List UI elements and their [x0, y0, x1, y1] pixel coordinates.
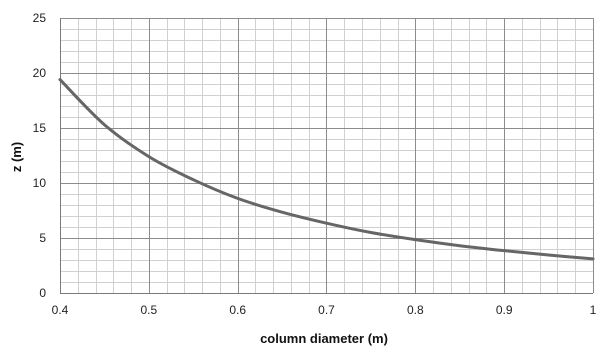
x-tick-label: 0.9 [496, 303, 513, 317]
y-axis-title: z (m) [9, 142, 24, 172]
x-tick-label: 0.7 [318, 303, 335, 317]
x-tick-labels: 0.4 0.5 0.6 0.7 0.8 0.9 1 [52, 303, 597, 317]
y-tick-label: 5 [39, 231, 46, 245]
x-axis-title: column diameter (m) [260, 331, 388, 346]
plot-frame [60, 18, 593, 294]
y-tick-label: 25 [33, 11, 47, 25]
x-tick-label: 0.6 [229, 303, 246, 317]
y-tick-label: 20 [33, 66, 47, 80]
y-tick-label: 15 [33, 121, 47, 135]
x-tick-label: 0.8 [407, 303, 424, 317]
x-tick-label: 0.5 [140, 303, 157, 317]
series-layer [58, 78, 595, 261]
series-line [58, 78, 595, 261]
x-tick-label: 1 [590, 303, 597, 317]
y-tick-label: 10 [33, 176, 47, 190]
x-tick-label: 0.4 [52, 303, 69, 317]
y-tick-labels: 0 5 10 15 20 25 [33, 11, 47, 300]
y-tick-label: 0 [39, 286, 46, 300]
